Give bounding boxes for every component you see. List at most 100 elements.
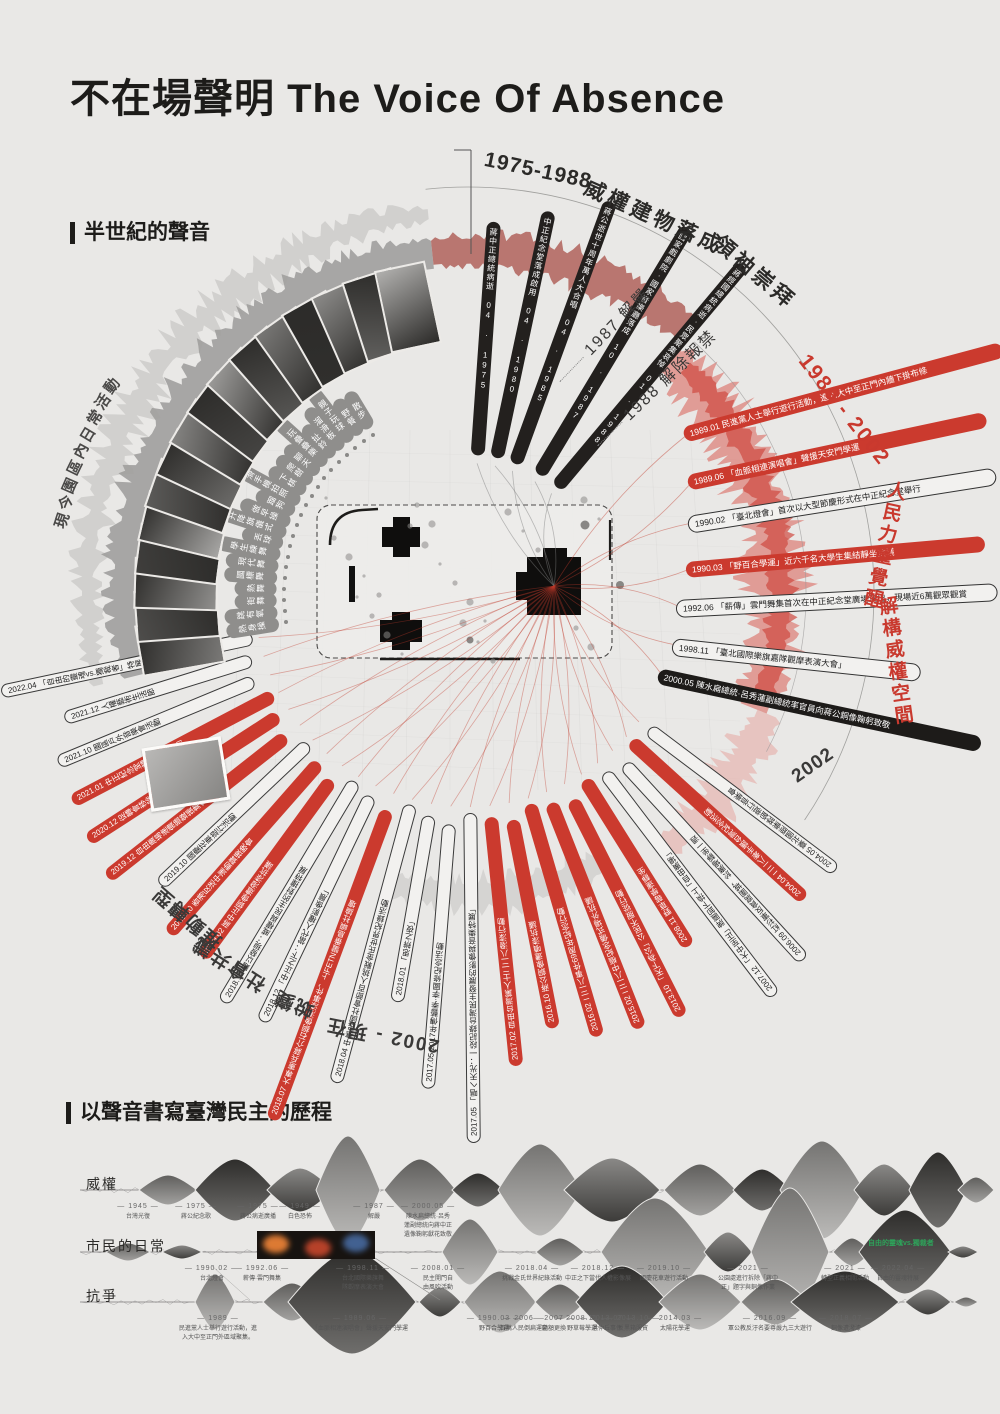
caption-date: — 1949 — bbox=[279, 1203, 321, 1210]
park-photo-card bbox=[141, 736, 231, 812]
page-title: 不在場聲明 The Voice Of Absence bbox=[70, 77, 726, 121]
caption-text: 野百合學運 bbox=[478, 1325, 509, 1332]
caption-date: — 2014.03 — bbox=[647, 1315, 703, 1322]
activity-dot bbox=[362, 439, 367, 444]
timeline-caption: — 2018.12 — 中正之下當代人權影像展 bbox=[543, 1264, 653, 1284]
caption-date: — 1990.02 — bbox=[184, 1265, 240, 1272]
section-write-history: 以聲音書寫臺灣民主的歷程 bbox=[66, 1101, 332, 1125]
timeline-caption: — 2021 — 轉型正義相關活動 bbox=[805, 1264, 885, 1284]
caption-text: 自由的靈魂特展 bbox=[876, 1275, 919, 1282]
timeline-caption: — 2008.11 — 野草莓學運 bbox=[542, 1314, 622, 1334]
caption-text: 轉型正義相關活動 bbox=[820, 1275, 869, 1282]
activity-dot bbox=[282, 576, 287, 581]
caption-date: — 1990.03 — bbox=[466, 1315, 522, 1322]
caption-date: — 2016.09 — bbox=[742, 1315, 798, 1322]
caption-text: 白色恐怖 bbox=[287, 1213, 312, 1220]
activity-dot bbox=[344, 452, 349, 457]
caption-date: — 2021 — bbox=[824, 1265, 866, 1272]
caption-date: — 2019.10 — bbox=[636, 1265, 692, 1272]
caption-date: — 1945 — bbox=[117, 1203, 159, 1210]
activity-dot bbox=[288, 543, 293, 548]
caption-text: 匾額更換 bbox=[541, 1325, 566, 1332]
caption-text: 台北國際樂旗舞 bbox=[341, 1275, 384, 1282]
caption-text: 洪仲丘事件 bbox=[591, 1325, 622, 1332]
caption-text: 隊觀摩表演大會 bbox=[341, 1285, 384, 1292]
caption-date: — 2018.04 — bbox=[504, 1265, 560, 1272]
activity-dot bbox=[282, 608, 287, 613]
caption-text: 百萬人民倒扁運動 bbox=[499, 1325, 548, 1332]
caption-text: 台北燈會 bbox=[199, 1275, 224, 1282]
caption-date: — 1989 — bbox=[197, 1315, 239, 1322]
caption-text: 解嚴 bbox=[367, 1213, 380, 1220]
timeline-caption: — 2000.05 — 陳水扁總統·呂秀 蓮副總統向蔣中正 遺像鞠躬獻花致敬 bbox=[388, 1202, 468, 1241]
caption-date: — 2006 — bbox=[503, 1315, 545, 1322]
timeline-caption: — 2019.10 — 國慶花車遊行活動 bbox=[624, 1264, 704, 1284]
timeline-caption: — 1992.06 — 薪傳·雲門舞集 bbox=[222, 1264, 302, 1284]
caption-text: 「血脈相連演唱會」聲援天安門學運 bbox=[311, 1325, 408, 1332]
caption-date: — 1975 — bbox=[175, 1203, 217, 1210]
timeline-caption: — 2013.10 — 反黑箱服貿 bbox=[593, 1314, 673, 1334]
timeline-caption: — 2022.04 — 自由的靈魂特展 bbox=[858, 1264, 938, 1284]
caption-date: — 2000.05 — bbox=[400, 1203, 456, 1210]
caption-text: 銅像遭潑漆 bbox=[830, 1325, 861, 1332]
photo-color-blob bbox=[343, 1234, 369, 1252]
timeline-caption: — 1998.11 — 台北國際樂旗舞 隊觀摩表演大會 bbox=[323, 1264, 403, 1293]
activity-dot bbox=[285, 554, 290, 559]
activity-dot bbox=[309, 494, 314, 499]
timeline-caption: — 2007 — 匾額更換 bbox=[514, 1314, 594, 1334]
caption-date: — 1987 — bbox=[353, 1203, 395, 1210]
activity-dot bbox=[371, 433, 376, 438]
timeline-caption: — 2008.01 — 民主開門自 由風吹活動 bbox=[398, 1264, 478, 1293]
activity-dot bbox=[299, 513, 304, 518]
caption-date: — 1989.06 — bbox=[332, 1315, 388, 1322]
activity-dot bbox=[283, 565, 288, 570]
caption-text: 軍公教反汙名要尊嚴九三大遊行 bbox=[727, 1325, 812, 1332]
timeline-caption: — 1989 — 民進黨人士舉行遊行活動，進 入大中至正門外區域聚集。 bbox=[163, 1314, 273, 1343]
activity-dot bbox=[304, 503, 309, 508]
caption-text: 蔣公紀念歌 bbox=[180, 1213, 211, 1220]
exhibition-photo-caption: 自由的靈魂vs.獨裁者 bbox=[868, 1240, 934, 1247]
photo-color-blob bbox=[263, 1235, 289, 1253]
caption-text: 台灣光復 bbox=[125, 1213, 150, 1220]
caption-text: 遺像鞠躬獻花致敬 bbox=[403, 1232, 452, 1239]
caption-text: 太陽花學運 bbox=[659, 1325, 690, 1332]
activity-dot bbox=[322, 476, 327, 481]
caption-text: 國慶花車遊行活動 bbox=[639, 1275, 688, 1282]
caption-date: — 2018.12 — bbox=[570, 1265, 626, 1272]
timeline-row-label: 市民的日常 bbox=[86, 1238, 166, 1254]
caption-date: — 2007 — bbox=[533, 1315, 575, 1322]
caption-text: 野草莓學運 bbox=[566, 1325, 597, 1332]
caption-text: 入大中至正門外區域聚集。 bbox=[181, 1335, 254, 1342]
caption-text: 公園處進行拆除「蔣中 bbox=[717, 1275, 778, 1282]
activity-dot bbox=[291, 533, 296, 538]
timeline-caption: — 2018.04 — 挑戰金氏世界紀錄活動 bbox=[477, 1264, 587, 1284]
caption-text: 陳水扁總統·呂秀 bbox=[406, 1213, 450, 1220]
timeline-caption: — 2013.07 — 洪仲丘事件 bbox=[567, 1314, 647, 1334]
timeline-row-label: 威權 bbox=[86, 1176, 118, 1192]
caption-date: — 2013.07 — bbox=[579, 1315, 635, 1322]
activity-dot bbox=[294, 523, 299, 528]
timeline-row-label: 抗爭 bbox=[86, 1288, 118, 1304]
timeline-caption: — 2016.09 — 軍公教反汙名要尊嚴九三大遊行 bbox=[715, 1314, 825, 1334]
timeline-caption: — 1987 — 解嚴 bbox=[334, 1202, 414, 1222]
caption-text: 中正之下當代人權影像展 bbox=[564, 1275, 631, 1282]
caption-text: 薪傳·雲門舞集 bbox=[243, 1275, 281, 1282]
timeline-caption: — 1990.02 — 台北燈會 bbox=[172, 1264, 252, 1284]
timeline-caption: — 1990.03 — 野百合學運 bbox=[454, 1314, 534, 1334]
photo-color-blob bbox=[305, 1239, 331, 1257]
timeline-caption: — 1945 — 台灣光復 bbox=[98, 1202, 178, 1222]
activity-dot bbox=[284, 619, 289, 624]
caption-date: — 2008.01 — bbox=[410, 1265, 466, 1272]
activity-dot bbox=[315, 484, 320, 489]
timeline-caption: — 1975 — 蔣公紀念歌 bbox=[156, 1202, 236, 1222]
timeline-caption: — 2014.03 — 太陽花學運 bbox=[635, 1314, 715, 1334]
timeline-caption: — 2018.07 — 銅像遭潑漆 bbox=[806, 1314, 886, 1334]
caption-date: — 2013.10 — bbox=[605, 1315, 661, 1322]
caption-date: — 2018.07 — bbox=[818, 1315, 874, 1322]
caption-text: 正」題字與銅像作業 bbox=[720, 1285, 775, 1292]
caption-text: 反黑箱服貿 bbox=[617, 1325, 648, 1332]
activity-dot bbox=[336, 459, 341, 464]
caption-date: — 2021 — bbox=[727, 1265, 769, 1272]
caption-text: 蔣公病逝廣播 bbox=[239, 1213, 276, 1220]
activity-dot bbox=[282, 598, 287, 603]
